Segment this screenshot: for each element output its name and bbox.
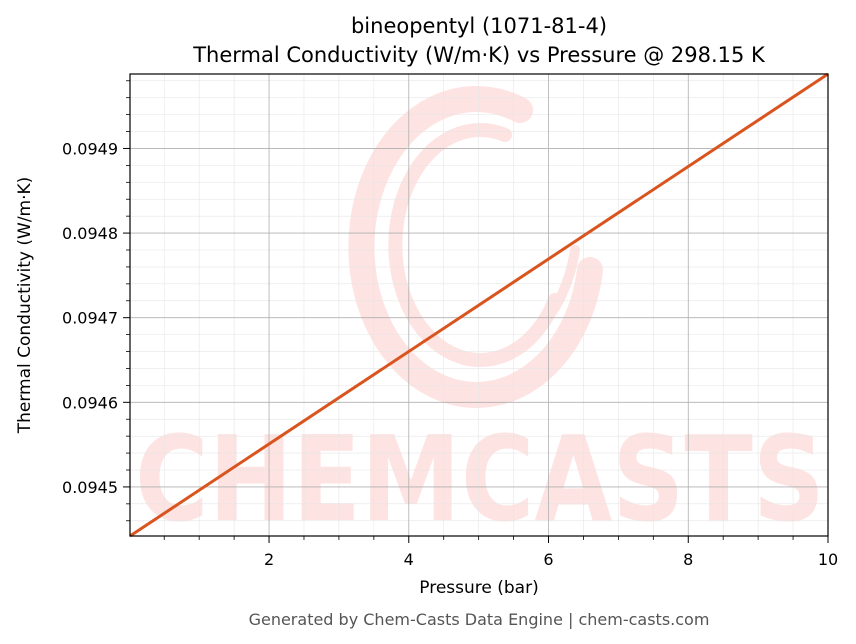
minor-gridlines <box>130 74 828 536</box>
series-layer <box>129 72 829 538</box>
y-axis-label: Thermal Conductivity (W/m·K) <box>15 177 35 435</box>
y-tick-label: 0.0948 <box>62 224 118 243</box>
x-tick-label: 2 <box>264 550 274 569</box>
x-tick-label: 10 <box>818 550 838 569</box>
x-tick-label: 6 <box>543 550 553 569</box>
x-tick-label: 4 <box>404 550 414 569</box>
watermark-text: CHEMCASTS <box>135 410 825 548</box>
watermark-logo-icon <box>348 85 603 408</box>
y-tick-label: 0.0946 <box>62 393 118 412</box>
y-tick-label: 0.0945 <box>62 478 118 497</box>
watermark: CHEMCASTS <box>135 85 825 548</box>
y-tick-label: 0.0947 <box>62 309 118 328</box>
x-tick-label: 8 <box>683 550 693 569</box>
chart-subtitle: Thermal Conductivity (W/m·K) vs Pressure… <box>192 43 766 67</box>
y-tick-labels: 0.0945 0.0946 0.0947 0.0948 0.0949 <box>62 139 118 496</box>
x-tick-labels: 2 4 6 8 10 <box>264 550 838 569</box>
axis-ticks <box>123 80 829 543</box>
footer-credit: Generated by Chem-Casts Data Engine | ch… <box>249 610 710 629</box>
y-tick-label: 0.0949 <box>62 139 118 158</box>
series-line <box>129 72 829 538</box>
chart-title: bineopentyl (1071-81-4) <box>351 14 607 38</box>
x-axis-label: Pressure (bar) <box>419 578 538 598</box>
